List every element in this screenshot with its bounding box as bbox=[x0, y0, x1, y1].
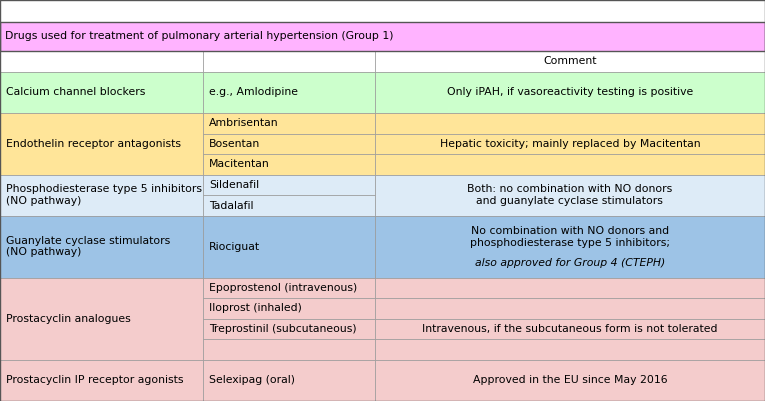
Bar bbox=[203, 134, 375, 154]
Bar bbox=[375, 113, 765, 134]
Bar bbox=[375, 51, 765, 72]
Text: Macitentan: Macitentan bbox=[209, 159, 269, 169]
Bar bbox=[0, 51, 203, 72]
Bar bbox=[0, 0, 765, 22]
Bar bbox=[0, 72, 203, 113]
Bar bbox=[203, 277, 375, 298]
Text: Hepatic toxicity; mainly replaced by Macitentan: Hepatic toxicity; mainly replaced by Mac… bbox=[440, 139, 700, 149]
Text: Prostacyclin IP receptor agonists: Prostacyclin IP receptor agonists bbox=[6, 375, 184, 385]
Text: Sildenafil: Sildenafil bbox=[209, 180, 259, 190]
Text: Prostacyclin analogues: Prostacyclin analogues bbox=[6, 314, 131, 324]
Bar bbox=[375, 339, 765, 360]
Text: Calcium channel blockers: Calcium channel blockers bbox=[6, 87, 145, 97]
Text: Epoprostenol (intravenous): Epoprostenol (intravenous) bbox=[209, 283, 357, 293]
Text: Approved in the EU since May 2016: Approved in the EU since May 2016 bbox=[473, 375, 667, 385]
Bar bbox=[375, 216, 765, 277]
Text: also approved for Group 4 (CTEPH): also approved for Group 4 (CTEPH) bbox=[475, 257, 665, 267]
Bar bbox=[203, 319, 375, 339]
Text: Only iPAH, if vasoreactivity testing is positive: Only iPAH, if vasoreactivity testing is … bbox=[447, 87, 693, 97]
Text: Tadalafil: Tadalafil bbox=[209, 200, 253, 211]
Text: Iloprost (inhaled): Iloprost (inhaled) bbox=[209, 304, 301, 314]
Text: Bosentan: Bosentan bbox=[209, 139, 260, 149]
Bar bbox=[375, 277, 765, 298]
Text: Both: no combination with NO donors
and guanylate cyclase stimulators: Both: no combination with NO donors and … bbox=[467, 184, 672, 206]
Bar bbox=[203, 175, 375, 195]
Bar bbox=[0, 22, 765, 51]
Bar bbox=[0, 360, 203, 401]
Text: Selexipag (oral): Selexipag (oral) bbox=[209, 375, 295, 385]
Text: Comment: Comment bbox=[543, 57, 597, 66]
Bar bbox=[375, 134, 765, 154]
Text: Treprostinil (subcutaneous): Treprostinil (subcutaneous) bbox=[209, 324, 356, 334]
Bar bbox=[203, 195, 375, 216]
Text: e.g., Amlodipine: e.g., Amlodipine bbox=[209, 87, 298, 97]
Bar bbox=[0, 175, 203, 216]
Bar bbox=[375, 175, 765, 216]
Bar bbox=[203, 216, 375, 277]
Bar bbox=[375, 319, 765, 339]
Bar bbox=[375, 298, 765, 319]
Bar bbox=[203, 72, 375, 113]
Bar bbox=[0, 113, 203, 175]
Bar bbox=[203, 113, 375, 134]
Bar bbox=[0, 216, 203, 277]
Text: Ambrisentan: Ambrisentan bbox=[209, 118, 278, 128]
Bar bbox=[203, 154, 375, 175]
Bar bbox=[203, 360, 375, 401]
Text: Guanylate cyclase stimulators
(NO pathway): Guanylate cyclase stimulators (NO pathwa… bbox=[6, 236, 171, 257]
Bar bbox=[0, 277, 203, 360]
Bar bbox=[203, 51, 375, 72]
Text: Drugs used for treatment of pulmonary arterial hypertension (Group 1): Drugs used for treatment of pulmonary ar… bbox=[5, 32, 394, 41]
Bar bbox=[0, 22, 765, 51]
Bar bbox=[375, 72, 765, 113]
Bar bbox=[375, 360, 765, 401]
Text: No combination with NO donors and
phosphodiesterase type 5 inhibitors;: No combination with NO donors and phosph… bbox=[470, 226, 670, 248]
Bar bbox=[375, 154, 765, 175]
Text: Intravenous, if the subcutaneous form is not tolerated: Intravenous, if the subcutaneous form is… bbox=[422, 324, 718, 334]
Bar bbox=[203, 339, 375, 360]
Text: Phosphodiesterase type 5 inhibitors
(NO pathway): Phosphodiesterase type 5 inhibitors (NO … bbox=[6, 184, 202, 206]
Text: Endothelin receptor antagonists: Endothelin receptor antagonists bbox=[6, 139, 181, 149]
Text: Riociguat: Riociguat bbox=[209, 242, 260, 252]
Bar bbox=[203, 298, 375, 319]
